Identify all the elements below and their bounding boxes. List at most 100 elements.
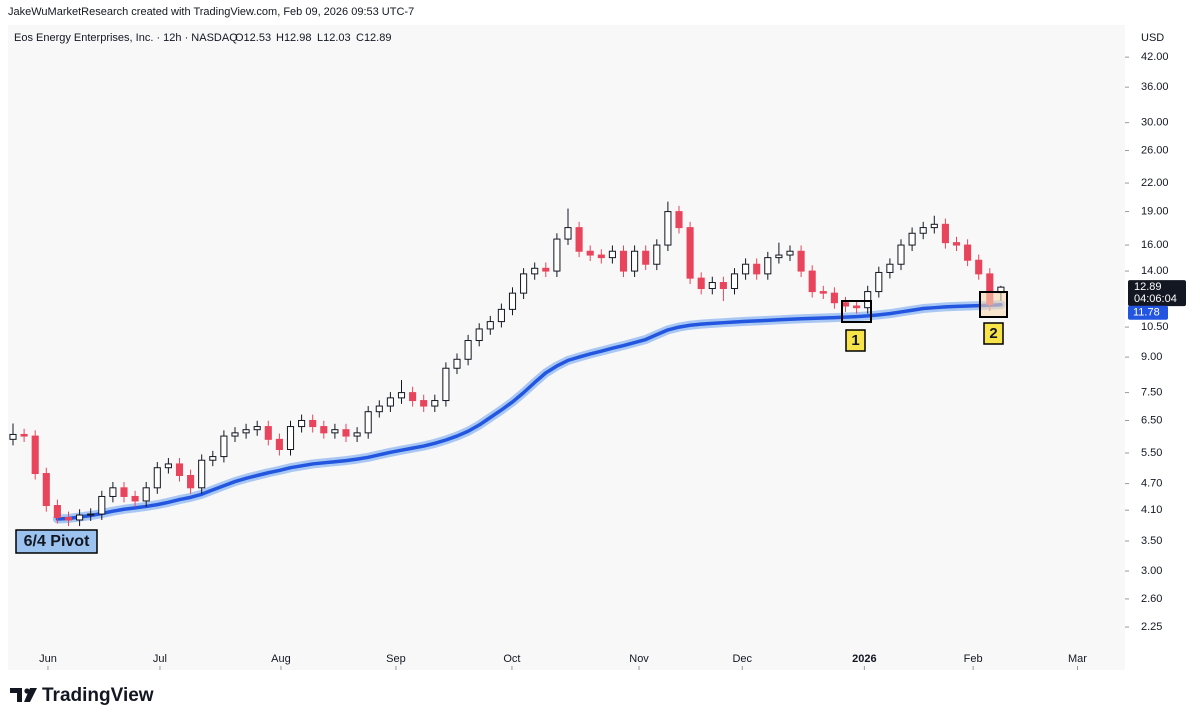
candle-body — [775, 254, 783, 259]
candle-body — [919, 227, 927, 234]
y-tick-label: 26.00 — [1141, 144, 1169, 156]
ohlc-label: O12.53 — [235, 32, 271, 44]
candle-body — [220, 435, 228, 458]
candle-body — [497, 308, 505, 323]
x-tick-label: Jun — [39, 653, 57, 665]
candle-body — [120, 487, 128, 497]
last-price-tag — [1128, 280, 1186, 307]
candle-body — [431, 400, 439, 407]
x-tick-label: Nov — [629, 653, 649, 665]
candle-body — [542, 267, 550, 272]
y-tick-label: 42.00 — [1141, 51, 1169, 63]
countdown-label: 04:06:04 — [1134, 293, 1177, 305]
annotation-box — [983, 322, 1004, 345]
candle-body — [819, 291, 827, 294]
candle-body — [331, 429, 339, 434]
y-tick-label: 3.00 — [1141, 565, 1162, 577]
candle-body — [164, 463, 172, 469]
candle-body — [364, 411, 372, 434]
candle-body — [320, 426, 328, 434]
candle-body — [797, 250, 805, 272]
brand: TradingView — [42, 685, 154, 706]
y-tick-label: 10.50 — [1141, 321, 1169, 333]
plot-background — [8, 25, 1125, 670]
candle-body — [619, 250, 628, 272]
annotation-box — [845, 329, 866, 352]
y-tick-label: 14.00 — [1141, 265, 1169, 277]
candle-body — [841, 302, 850, 307]
x-tick-label: Dec — [732, 653, 752, 665]
candle-body — [786, 250, 794, 256]
candle-body — [309, 419, 317, 428]
candle-body — [642, 250, 650, 265]
candle-body — [653, 244, 661, 265]
candle-body — [886, 263, 894, 273]
candle-body — [209, 456, 217, 461]
symbol-title: Eos Energy Enterprises, Inc. · 12h · NAS… — [14, 32, 238, 44]
candle-body — [631, 250, 639, 272]
candle-body — [275, 438, 283, 450]
candle-body — [475, 328, 483, 342]
ma-line — [55, 302, 1003, 521]
candle-body — [508, 292, 517, 310]
y-tick-label: 2.25 — [1141, 621, 1162, 633]
candle-body — [608, 250, 616, 259]
last-price-label: 12.89 — [1134, 281, 1162, 293]
y-tick-label: 16.00 — [1141, 239, 1169, 251]
highlight-box — [979, 291, 1008, 318]
highlight-box — [841, 300, 872, 323]
candle-body — [742, 263, 750, 275]
ohlc-label: C12.89 — [356, 32, 391, 44]
candle-body — [941, 223, 949, 244]
y-tick-label: 4.10 — [1141, 504, 1162, 516]
candle-body — [686, 227, 694, 279]
candle-body — [864, 291, 872, 309]
candle-body — [808, 270, 816, 293]
candle-body — [98, 495, 106, 515]
candle-body — [531, 267, 539, 275]
candle-body — [397, 392, 406, 399]
price-axis-background — [1125, 25, 1200, 670]
candle-body — [386, 397, 394, 407]
candle-body — [442, 367, 450, 402]
candle-body — [42, 473, 50, 507]
x-tick-label: 2026 — [852, 653, 876, 665]
candle-body — [764, 257, 772, 275]
candle-body — [420, 400, 428, 407]
y-tick-label: 6.50 — [1141, 414, 1162, 426]
y-tick-label: 36.00 — [1141, 81, 1169, 93]
candle-body — [175, 463, 184, 477]
candle-body — [675, 211, 683, 229]
candle-body — [353, 432, 361, 437]
candle-body — [897, 244, 905, 265]
x-tick-label: Aug — [271, 653, 291, 665]
candle-body — [109, 487, 117, 497]
legend: Eos Energy Enterprises, Inc. · 12h · NAS… — [14, 32, 391, 44]
candle-body — [719, 282, 727, 290]
y-tick-label: 4.70 — [1141, 478, 1162, 490]
ohlc-label: H12.98 — [276, 32, 311, 44]
candle-body — [342, 429, 350, 437]
y-tick-label: 9.00 — [1141, 351, 1162, 363]
candle-body — [153, 467, 161, 489]
x-tick-label: Jul — [153, 653, 167, 665]
candle-body — [231, 432, 239, 437]
candle-body — [9, 433, 17, 440]
annotation: 1 — [851, 332, 859, 349]
candle-body — [975, 259, 983, 275]
candle-body — [64, 516, 73, 521]
candle-body — [664, 211, 672, 246]
candle-body — [908, 232, 916, 246]
y-tick-label: 5.50 — [1141, 447, 1162, 459]
marks: 42.0036.0030.0026.0022.0019.0016.0014.00… — [9, 51, 1169, 670]
y-tick-label: 7.50 — [1141, 387, 1162, 399]
x-tick-label: Oct — [503, 653, 520, 665]
candle-body — [964, 244, 972, 261]
y-tick-label: 30.00 — [1141, 117, 1169, 129]
candle-body — [564, 227, 572, 240]
candle-body — [131, 495, 139, 502]
candle-body — [486, 321, 494, 330]
candle-body — [697, 277, 705, 290]
candle-body — [286, 426, 295, 450]
candle-body — [453, 358, 461, 369]
